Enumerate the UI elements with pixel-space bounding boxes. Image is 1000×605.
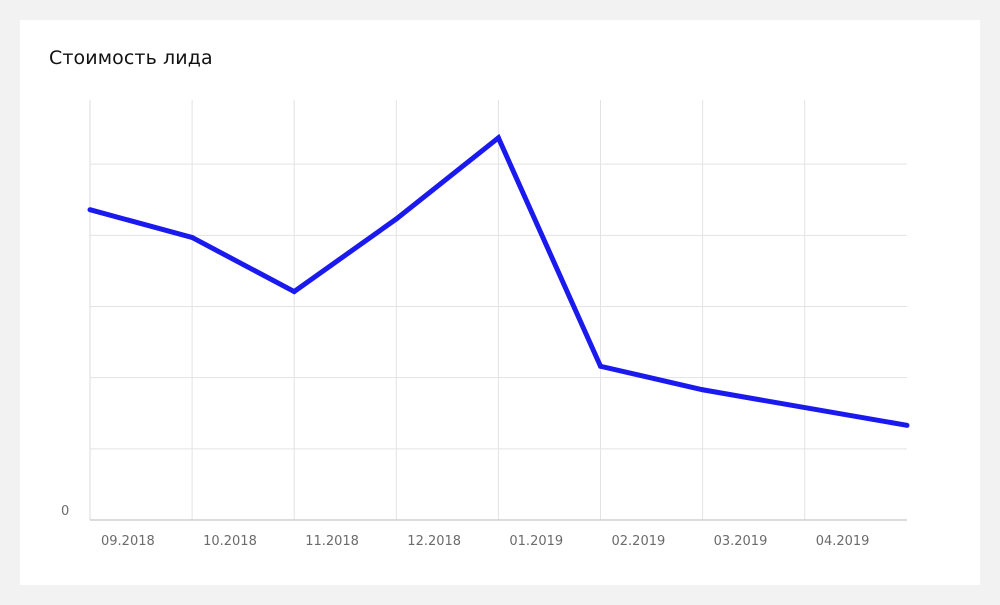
x-tick-label: 04.2019 [816,534,870,549]
x-tick-label: 02.2019 [612,534,666,549]
x-tick-label: 09.2018 [101,534,155,549]
chart-title: Стоимость лида [49,47,213,69]
x-tick-label: 12.2018 [407,534,461,549]
data-point [393,216,399,222]
data-point [291,289,297,295]
series-line [89,133,908,428]
x-tick-label: 10.2018 [203,534,257,549]
x-tick-labels: 09.2018 10.2018 11.2018 12.2018 01.2019 02.20… [101,534,869,549]
vertical-gridlines [89,100,806,520]
data-point [598,363,603,369]
data-point [700,387,706,393]
horizontal-gridlines [90,163,907,450]
series-line-path [89,133,908,428]
y-tick-labels: 0 [61,504,69,519]
data-point [189,234,195,240]
data-point [904,422,910,428]
x-tick-label: 01.2019 [509,534,563,549]
y-tick-label: 0 [61,504,69,519]
x-tick-label: 11.2018 [305,534,359,549]
chart-card [20,20,980,585]
x-tick-label: 03.2019 [714,534,768,549]
data-points [87,135,910,428]
data-point [87,207,93,213]
data-point [495,135,501,141]
